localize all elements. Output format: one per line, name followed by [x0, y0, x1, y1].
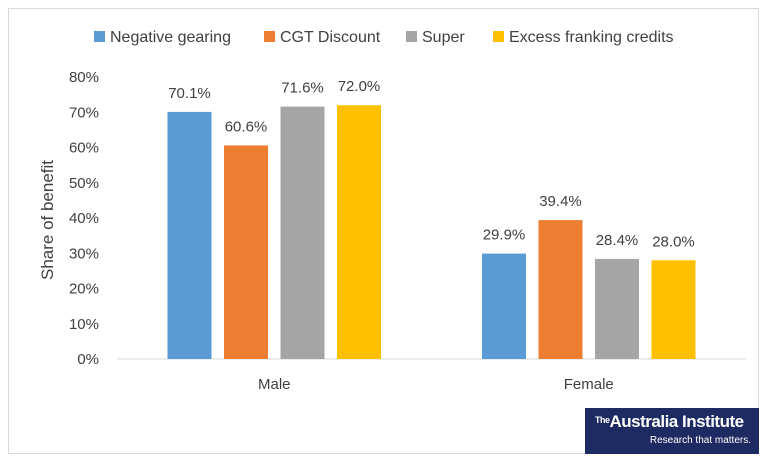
legend-swatch: [264, 31, 275, 42]
y-tick-label: 20%: [69, 281, 99, 298]
bar: [224, 145, 268, 359]
logo-the: The: [595, 415, 610, 425]
legend-swatch: [94, 31, 105, 42]
data-label: 71.6%: [281, 80, 324, 97]
data-label: 72.0%: [338, 78, 381, 95]
legend-label: Negative gearing: [110, 29, 231, 46]
y-tick-label: 70%: [69, 104, 99, 121]
bar: [337, 105, 381, 359]
bar: [167, 111, 212, 360]
y-tick-label: 10%: [69, 316, 99, 333]
legend-label: Excess franking credits: [509, 29, 674, 46]
data-label: 28.4%: [596, 232, 639, 249]
x-category-label: Male: [258, 376, 291, 393]
logo-title: TheAustralia Institute: [595, 412, 751, 432]
legend-swatch: [493, 31, 504, 42]
bar: [538, 220, 583, 359]
y-axis-title: Share of benefit: [38, 160, 57, 280]
y-tick-label: 40%: [69, 210, 99, 227]
data-label: 60.6%: [225, 118, 268, 135]
legend-label: Super: [422, 29, 465, 46]
bar: [280, 106, 325, 359]
chart-frame: [8, 8, 759, 454]
data-label: 39.4%: [539, 193, 582, 210]
data-label: 28.0%: [652, 233, 695, 250]
bar: [482, 253, 526, 359]
bar: [651, 260, 696, 359]
logo-tagline: Research that matters.: [649, 435, 751, 446]
logo-name: Australia Institute: [609, 412, 745, 431]
legend-swatch: [406, 31, 417, 42]
y-tick-label: 80%: [69, 69, 99, 86]
australia-institute-logo: TheAustralia Institute Research that mat…: [585, 408, 759, 454]
y-tick-label: 0%: [77, 351, 99, 368]
y-tick-label: 60%: [69, 140, 99, 157]
data-label: 29.9%: [483, 227, 526, 244]
y-tick-label: 50%: [69, 175, 99, 192]
x-category-label: Female: [564, 376, 614, 393]
bar: [595, 258, 639, 359]
legend-label: CGT Discount: [280, 29, 381, 46]
data-label: 70.1%: [168, 85, 211, 102]
y-tick-label: 30%: [69, 245, 99, 262]
